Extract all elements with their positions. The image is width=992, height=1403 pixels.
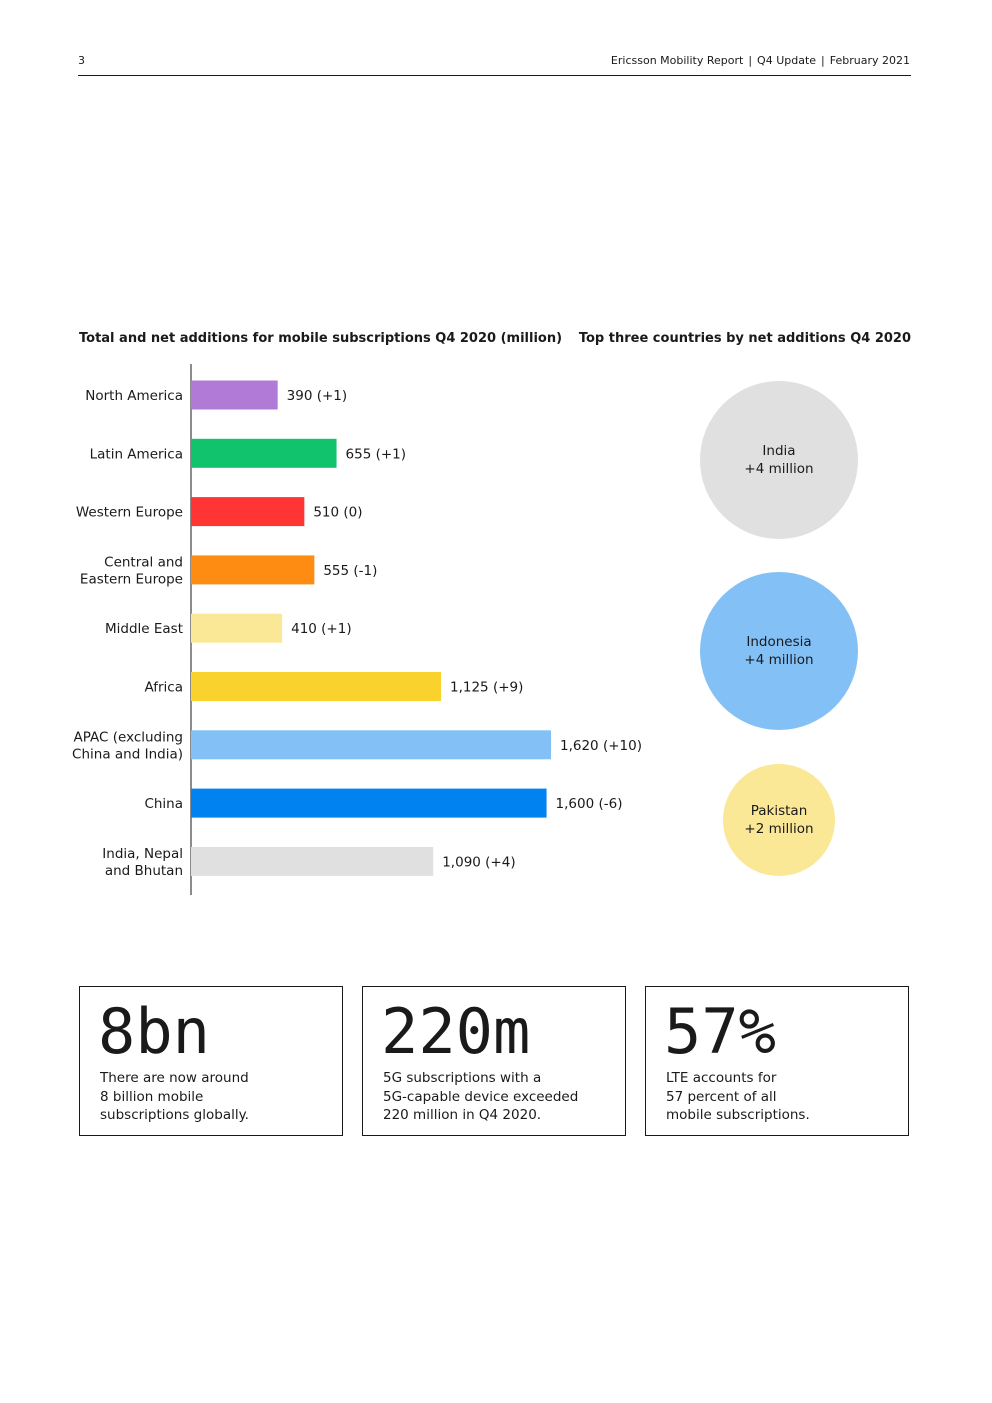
bubble-country: India [762, 443, 796, 459]
stat-line: 57 percent of all [666, 1088, 777, 1105]
page-number: 3 [78, 54, 85, 67]
stat-description: 5G subscriptions with a 5G-capable devic… [383, 1069, 613, 1125]
category-label: China [144, 796, 183, 812]
stat-line: subscriptions globally. [100, 1107, 249, 1123]
stat-line: 5G subscriptions with a [383, 1070, 542, 1086]
category-label: Latin America [90, 446, 183, 462]
report-header: Ericsson Mobility Report | Q4 Update | Febru… [610, 54, 910, 67]
category-label: and Bhutan [105, 863, 183, 879]
bar [191, 438, 337, 468]
category-label: Africa [144, 680, 183, 696]
bar-data-label: 1,600 (-6) [556, 796, 623, 812]
bar-data-label: 655 (+1) [346, 446, 407, 462]
stat-line: 220 million in Q4 2020. [383, 1107, 542, 1123]
stat-box-subscriptions: 8bn There are now around 8 billion mobil… [79, 986, 343, 1136]
bar-data-label: 555 (-1) [323, 563, 377, 579]
bar-data-label: 410 (+1) [291, 621, 352, 637]
header-divider [78, 75, 911, 76]
stat-line: mobile subscriptions. [666, 1107, 810, 1123]
category-label: India, Nepal [102, 846, 183, 862]
bar-data-label: 1,125 (+9) [450, 680, 523, 696]
bar [191, 788, 547, 818]
stat-box-lte: 57% LTE accounts for 57 percent of all m… [645, 986, 909, 1136]
stat-value: 220m [381, 995, 531, 1068]
bar-chart-title: Total and net additions for mobile subsc… [79, 331, 563, 346]
stat-line: There are now around [100, 1070, 249, 1086]
stat-box-5g: 220m 5G subscriptions with a 5G-capable … [362, 986, 626, 1136]
category-label: Western Europe [76, 505, 183, 521]
bar [191, 846, 434, 876]
stat-line: LTE accounts for [666, 1070, 777, 1086]
stat-description: LTE accounts for 57 percent of all mobil… [666, 1069, 896, 1125]
category-label: APAC (excluding [74, 729, 184, 745]
bar-data-label: 390 (+1) [287, 388, 348, 404]
stat-value: 8bn [98, 995, 210, 1068]
bar [191, 672, 441, 701]
bar [191, 555, 315, 585]
bubble-chart-title: Top three countries by net additions Q4 … [578, 331, 911, 346]
category-label: Central and [104, 554, 183, 570]
stat-line: 8 billion mobile [100, 1088, 204, 1105]
report-name: Ericsson Mobility Report [610, 54, 744, 67]
bar [191, 497, 305, 527]
bar-data-label: 1,620 (+10) [560, 738, 642, 754]
report-date: February 2021 [829, 54, 910, 67]
bar-data-label: 510 (0) [313, 505, 362, 521]
category-label: China and India) [72, 746, 183, 762]
country-bubble: Pakistan +2 million [723, 764, 835, 876]
country-bubble: Indonesia +4 million [700, 572, 858, 730]
category-label: Middle East [105, 621, 183, 637]
stat-value: 57% [664, 995, 776, 1068]
country-bubble: India +4 million [700, 381, 858, 539]
subscriptions-bar-chart: 390 (+1) North America 655 (+1) Latin Ameri… [72, 364, 642, 895]
bubble-value: +4 million [744, 652, 814, 668]
stat-line: 5G-capable device exceeded [383, 1088, 579, 1105]
bubble-country: Indonesia [746, 634, 812, 650]
report-edition: Q4 Update [757, 54, 817, 67]
category-label: North America [85, 388, 183, 404]
bar [191, 613, 283, 643]
bubble-value: +2 million [744, 820, 814, 837]
bar-data-label: 1,090 (+4) [442, 854, 515, 870]
bar [191, 730, 551, 760]
bubble-country: Pakistan [750, 802, 808, 819]
bar [191, 380, 278, 410]
stat-description: There are now around 8 billion mobile su… [100, 1069, 330, 1125]
category-label: Eastern Europe [80, 571, 183, 587]
bubble-value: +4 million [744, 461, 814, 477]
